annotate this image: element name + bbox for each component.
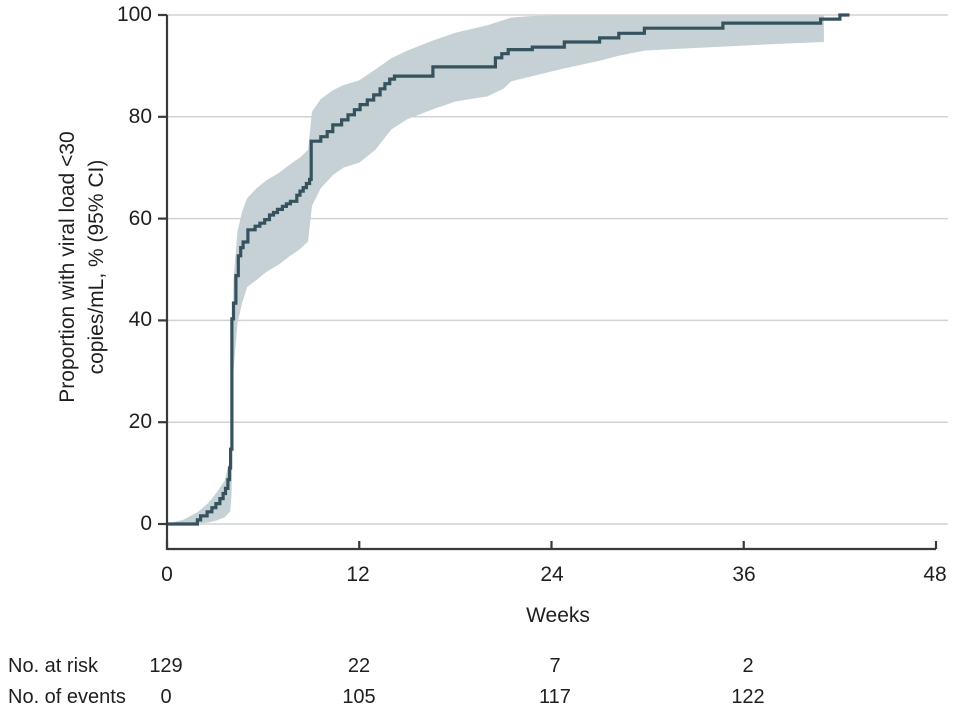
risk-table-row-label-events: No. of events: [8, 686, 126, 708]
x-axis-title: Weeks: [526, 604, 590, 627]
y-tick-label: 100: [116, 3, 152, 26]
y-tick-label: 40: [128, 308, 152, 331]
risk-table-value: 0: [160, 686, 172, 708]
km-curve: [167, 13, 850, 526]
x-tick-label: 48: [923, 563, 947, 586]
ci-band: [167, 15, 824, 524]
y-axis-title: Proportion with viral load <30 copies/mL…: [53, 55, 111, 479]
risk-table-value: 7: [549, 655, 561, 677]
y-axis-title-line1: Proportion with viral load <30: [56, 131, 79, 403]
x-tick-label: 12: [346, 563, 370, 586]
risk-table-value: 2: [742, 655, 754, 677]
x-tick-label: 24: [540, 563, 564, 586]
x-tick-label: 0: [161, 563, 173, 586]
risk-table-row-label-at-risk: No. at risk: [8, 655, 99, 677]
risk-table-value: 117: [539, 686, 571, 708]
y-tick-label: 0: [140, 512, 152, 535]
y-tick-label: 80: [128, 105, 152, 128]
risk-table-value: 122: [731, 686, 765, 708]
axis-spine: [165, 15, 936, 551]
y-tick-label: 60: [128, 207, 152, 230]
risk-table-value: 105: [342, 686, 376, 708]
km-plot-canvas: [158, 13, 948, 551]
risk-table-value: 129: [149, 655, 183, 677]
y-axis-title-line2: copies/mL, % (95% CI): [85, 159, 108, 375]
risk-table-value: 22: [347, 655, 371, 677]
y-tick-label: 20: [128, 410, 152, 433]
x-tick-label: 36: [732, 563, 756, 586]
